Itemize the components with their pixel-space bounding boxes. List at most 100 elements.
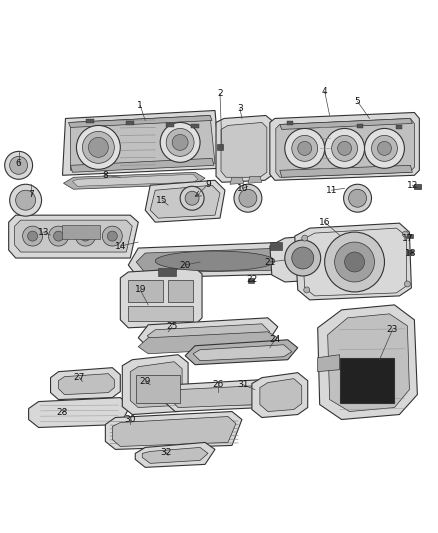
Bar	[158, 268, 176, 276]
Text: 6: 6	[16, 159, 21, 168]
Circle shape	[75, 226, 95, 246]
Circle shape	[371, 135, 397, 161]
Circle shape	[349, 189, 367, 207]
Circle shape	[234, 184, 262, 212]
Polygon shape	[50, 368, 120, 400]
Circle shape	[82, 132, 114, 163]
Circle shape	[298, 141, 312, 155]
Circle shape	[28, 231, 38, 241]
Bar	[63, 225, 100, 239]
Text: 24: 24	[269, 335, 280, 344]
Circle shape	[325, 232, 385, 292]
Circle shape	[292, 135, 318, 161]
Bar	[191, 124, 199, 128]
Polygon shape	[64, 172, 205, 189]
Polygon shape	[63, 110, 220, 175]
Polygon shape	[216, 116, 272, 182]
Circle shape	[239, 189, 257, 207]
Bar	[86, 119, 95, 124]
Text: 10: 10	[237, 184, 249, 193]
Polygon shape	[28, 398, 130, 427]
Bar	[166, 123, 174, 127]
Polygon shape	[270, 235, 335, 282]
Text: 29: 29	[140, 377, 151, 386]
Text: 22: 22	[246, 276, 258, 285]
Circle shape	[10, 184, 42, 216]
Circle shape	[102, 226, 122, 246]
Polygon shape	[9, 215, 138, 258]
Text: 2: 2	[217, 89, 223, 98]
Ellipse shape	[155, 251, 275, 271]
Polygon shape	[276, 118, 414, 177]
Polygon shape	[138, 332, 278, 354]
Polygon shape	[270, 112, 419, 180]
Circle shape	[160, 123, 200, 163]
Polygon shape	[128, 242, 300, 278]
Polygon shape	[165, 379, 272, 411]
Bar	[248, 278, 254, 283]
Text: 28: 28	[57, 408, 68, 417]
Bar	[287, 121, 293, 125]
Polygon shape	[14, 220, 132, 252]
Circle shape	[285, 128, 325, 168]
Circle shape	[292, 247, 314, 269]
Circle shape	[88, 138, 108, 157]
Bar	[128, 280, 163, 302]
Bar	[396, 125, 403, 129]
Text: 23: 23	[387, 325, 398, 334]
Circle shape	[302, 235, 308, 241]
Circle shape	[77, 125, 120, 169]
Polygon shape	[280, 118, 413, 130]
Text: 20: 20	[180, 261, 191, 270]
Text: 13: 13	[38, 228, 49, 237]
Bar	[407, 250, 413, 254]
Circle shape	[345, 252, 364, 272]
Bar	[414, 184, 421, 189]
Text: 27: 27	[74, 373, 85, 382]
Text: 12: 12	[407, 181, 418, 190]
Polygon shape	[147, 324, 270, 343]
Circle shape	[304, 287, 310, 293]
Polygon shape	[59, 374, 114, 394]
Circle shape	[404, 281, 410, 287]
Polygon shape	[71, 158, 214, 172]
Polygon shape	[252, 373, 308, 417]
Text: 4: 4	[322, 87, 328, 96]
Bar	[168, 280, 193, 302]
Circle shape	[53, 231, 64, 241]
Text: 9: 9	[205, 180, 211, 189]
Bar	[217, 144, 223, 150]
Circle shape	[403, 231, 408, 237]
Polygon shape	[295, 223, 411, 300]
Bar	[128, 306, 193, 321]
Circle shape	[5, 151, 32, 179]
Text: 26: 26	[212, 380, 224, 389]
Bar	[136, 375, 180, 402]
Polygon shape	[150, 185, 220, 218]
Polygon shape	[248, 176, 262, 183]
Text: 5: 5	[355, 97, 360, 106]
Bar	[357, 124, 363, 127]
Polygon shape	[130, 362, 182, 408]
Text: 7: 7	[28, 190, 33, 199]
Text: 18: 18	[405, 248, 416, 257]
Text: 15: 15	[156, 196, 168, 205]
Circle shape	[335, 242, 374, 282]
Polygon shape	[318, 305, 417, 419]
Polygon shape	[122, 355, 188, 415]
Text: 16: 16	[319, 217, 330, 227]
Bar	[407, 234, 413, 238]
Circle shape	[378, 141, 392, 155]
Polygon shape	[221, 123, 267, 177]
Polygon shape	[138, 318, 278, 348]
Circle shape	[338, 141, 352, 155]
Circle shape	[285, 240, 321, 276]
Polygon shape	[170, 385, 266, 408]
Text: 30: 30	[124, 415, 136, 424]
Text: 8: 8	[102, 171, 108, 180]
Circle shape	[81, 231, 90, 241]
Circle shape	[172, 134, 188, 150]
Polygon shape	[135, 442, 215, 467]
Polygon shape	[72, 174, 198, 186]
Text: 19: 19	[134, 286, 146, 294]
